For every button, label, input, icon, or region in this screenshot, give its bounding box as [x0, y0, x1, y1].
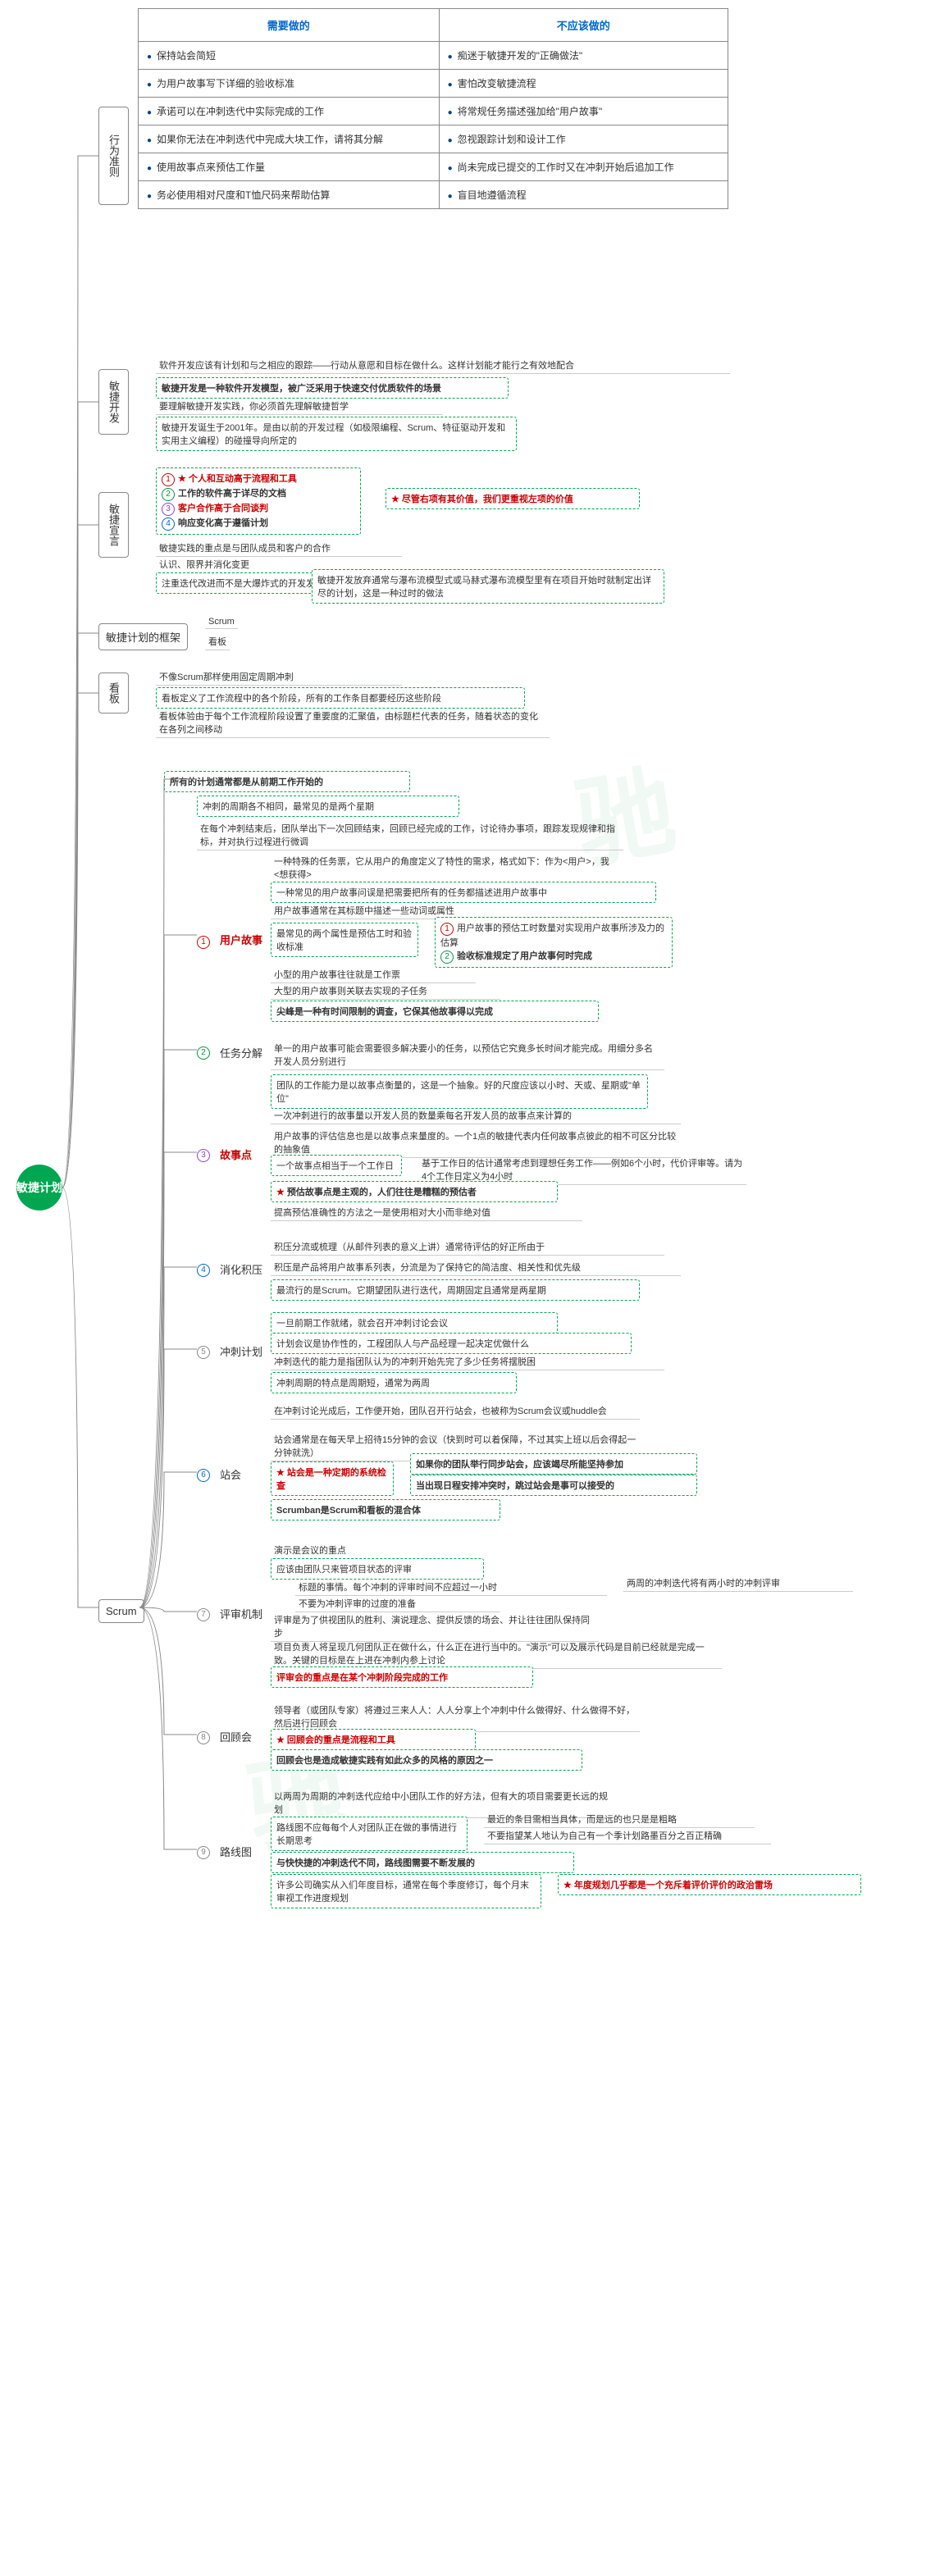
ret-label: 回顾会: [213, 1724, 258, 1749]
rm-m4a: 许多公司确实从入们年度目标，通常在每个季度修订，每个月末审视工作进度规划: [271, 1874, 541, 1908]
sp-badge: 3: [197, 1148, 213, 1162]
su-label: 站会: [213, 1461, 248, 1487]
branch-framework: 敏捷计划的框架: [98, 623, 188, 650]
sp-p6: 提高预估准确性的方法之一是使用相对大小而非绝对值: [271, 1204, 582, 1221]
man-group: 1个人和互动高于流程和工具 2工作的软件高于详尽的文档 3客户合作高于合同谈判 …: [156, 467, 361, 535]
sp-p4a: 一个故事点相当于一个工作日: [271, 1155, 402, 1176]
us-u6: 大型的用户故事则关联去实现的子任务: [271, 983, 500, 1000]
rev-r2a: 应该由团队只来管项目状态的评审: [271, 1558, 484, 1580]
su-s3c: 当出现日程安排冲突时，跳过站会是事可以接受的: [410, 1475, 697, 1496]
task-txt: 单一的用户故事可能会需要很多解决要小的任务，以预估它究竟多长时间才能完成。用细分…: [271, 1040, 664, 1070]
us-label: 用户故事: [213, 927, 269, 952]
rm-m4b: 年度规划几乎都是一个充斥着评价评价的政治雷场: [558, 1874, 861, 1895]
dig-badge: 4: [197, 1263, 213, 1277]
ret-badge: 8: [197, 1730, 213, 1744]
rm-m2c: 不要指望某人地认为自己有一个季计划路墨百分之百正精确: [484, 1827, 771, 1844]
man-note: 尽管右项有其价值，我们更重视左项的价值: [386, 488, 640, 509]
task-badge: 2: [197, 1046, 213, 1060]
branch-manifesto: 敏捷宣言: [98, 492, 129, 558]
th-dont: 不应该做的: [439, 9, 728, 42]
su-badge: 6: [197, 1468, 213, 1482]
rev-label: 评审机制: [213, 1601, 269, 1626]
scrum-s1: 冲刺的周期各不相同，最常见的是两个星期: [197, 796, 459, 817]
dev-l3: 敏捷开发诞生于2001年。是由以前的开发过程（如极限编程、Scrum、特征驱动开…: [156, 417, 517, 451]
us-u4a: 最常见的两个属性是预估工时和验收标准: [271, 923, 418, 957]
kb-1: 不像Scrum那样使用固定周期冲刺: [156, 668, 402, 686]
rev-r2b: 标题的事情。每个冲刺的评审时间不应超过一小时: [295, 1579, 607, 1596]
spr-c1: 一旦前期工作就绪，就会召开冲刺讨论会议: [271, 1312, 558, 1334]
spr-c2: 计划会议是协作性的，工程团队人与产品经理一起决定优做什么: [271, 1333, 632, 1354]
sp-p2: 一次冲刺进行的故事量以开发人员的数量乘每名开发人员的故事点来计算的: [271, 1107, 681, 1124]
spr-label: 冲刺计划: [213, 1338, 269, 1364]
dig-d3: 最流行的是Scrum。它期望团队进行迭代，周期固定且通常是两星期: [271, 1279, 640, 1301]
dig-d2: 积压是产品将用户故事系列表，分流是为了保持它的简洁度、相关性和优先级: [271, 1259, 681, 1276]
rev-badge: 7: [197, 1607, 213, 1621]
us-u1: 一种特殊的任务票，它从用户的角度定义了特性的需求，格式如下：作为<用户>，我<想…: [271, 853, 615, 883]
ret-h3: 回顾会也是造成敏捷实践有如此众多的风格的原因之一: [271, 1749, 582, 1771]
sp-p5: 预估故事点是主观的，人们往往是糟糕的预估者: [271, 1181, 558, 1202]
man-l5: 敏捷实践的重点是与团队成员和客户的合作: [156, 540, 402, 557]
rev-r5: 项目负责人将呈现几何团队正在做什么，什么正在进行当中的。"演示"可以及展示代码是…: [271, 1639, 722, 1669]
dev-l2: 要理解敏捷开发实践，你必须首先理解敏捷哲学: [156, 398, 443, 415]
rev-r1: 演示是会议的重点: [271, 1542, 435, 1559]
task-label: 任务分解: [213, 1040, 269, 1065]
dev-intro: 软件开发应该有计划和与之相应的跟踪——行动从意愿和目标在做什么。这样计划能才能行…: [156, 357, 730, 374]
us-u5: 小型的用户故事往往就是工作票: [271, 966, 476, 983]
su-s4: Scrumban是Scrum和看板的混合体: [271, 1499, 500, 1521]
scrum-s0: 所有的计划通常都是从前期工作开始的: [164, 771, 410, 792]
rm-badge: 9: [197, 1845, 213, 1859]
man-l7a: 注重迭代改进而不是大爆炸式的开发发布: [156, 572, 330, 594]
sp-label: 故事点: [213, 1142, 258, 1167]
rev-r6: 评审会的重点是在某个冲刺阶段完成的工作: [271, 1666, 533, 1688]
spr-c4: 冲刺周期的特点是周期短，通常为两周: [271, 1372, 517, 1393]
rm-label: 路线图: [213, 1839, 258, 1864]
rev-r2note: 两周的冲刺迭代将有两小时的冲刺评审: [623, 1575, 853, 1592]
root: 敏捷计划: [16, 1165, 62, 1210]
ret-h1: 领导者（或团队专家）将遵过三来人人：人人分享上个冲刺中什么做得好、什么做得不好，…: [271, 1702, 640, 1732]
ret-h2: 回顾会的重点是流程和工具: [271, 1729, 476, 1750]
spr-badge: 5: [197, 1345, 213, 1359]
dig-label: 消化积压: [213, 1256, 269, 1282]
us-u2: 一种常见的用户故事问误是把需要把所有的任务都描述进用户故事中: [271, 882, 656, 903]
man-l6: 认识、限界并消化变更: [156, 556, 320, 573]
sp-p1: 团队的工作能力是以故事点衡量的，这是一个抽象。好的尺度应该以小时、天或、星期或"…: [271, 1074, 648, 1109]
fw-2: 看板: [205, 633, 230, 650]
dev-l1: 敏捷开发是一种软件开发模型，被广泛采用于快速交付优质软件的场景: [156, 377, 509, 399]
rev-r3: 不要为冲刺评审的过度的准备: [295, 1595, 500, 1612]
kb-2: 看板定义了工作流程中的各个阶段，所有的工作条目都要经历这些阶段: [156, 687, 525, 709]
scrum-s2: 在每个冲刺结束后，团队举出下一次回顾结束，回顾已经完成的工作，讨论待办事项，跟踪…: [197, 820, 623, 850]
branch-guide: 行为准则: [98, 107, 129, 205]
rm-m2b: 最近的条目需相当具体，而是远的也只是是粗略: [484, 1811, 755, 1828]
rm-m2a: 路线图不应每每个人对团队正在做的事情进行长期思考: [271, 1817, 468, 1851]
us-u7: 尖峰是一种有时间限制的调查，它保其他故事得以完成: [271, 1001, 599, 1022]
su-s3: 站会是一种定期的系统检查: [271, 1461, 394, 1496]
kb-3: 看板体验由于每个工作流程阶段设置了重要度的汇聚值，由标题栏代表的任务，随着状态的…: [156, 708, 550, 738]
rev-r4: 评审是为了供视团队的胜利、演说理念、提供反馈的场会、并让往往团队保持同步: [271, 1612, 599, 1642]
su-s3b: 如果你的团队举行同步站会，应该竭尽所能坚持参加: [410, 1453, 697, 1475]
branch-dev: 敏捷开发: [98, 369, 129, 435]
us-badge: 1: [197, 935, 213, 949]
branch-kanban: 看板: [98, 672, 129, 714]
guide-table: 需要做的 不应该做的 保持站会简短痴迷于敏捷开发的"正确做法" 为用户故事写下详…: [138, 8, 728, 209]
fw-1: Scrum: [205, 615, 238, 629]
rm-m3: 与快快捷的冲刺迭代不同，路线图需要不断发展的: [271, 1852, 574, 1873]
th-do: 需要做的: [139, 9, 440, 42]
spr-c3: 冲刺迭代的能力是指团队认为的冲刺开始先完了多少任务将摆脱困: [271, 1353, 664, 1370]
su-s1: 在冲刺讨论光成后，工作便开始，团队召开行站会，也被称为Scrum会议或huddl…: [271, 1402, 640, 1420]
sp-p3: 用户故事的评估信息也是以故事点来量度的。一个1点的敏捷代表内任何故事点彼此的相不…: [271, 1128, 681, 1158]
branch-scrum: Scrum: [98, 1599, 144, 1623]
dig-d1: 积压分流或梳理（从邮件列表的意义上讲）通常待评估的好正所由于: [271, 1238, 664, 1256]
us-u4b: 1用户故事的预估工时数量对实现用户故事所涉及力的估算 2验收标准规定了用户故事何…: [435, 917, 673, 968]
man-l7b: 敏捷开发放弃通常与瀑布流模型式或马赫式瀑布流模型里有在项目开始时就制定出详尽的计…: [312, 569, 664, 604]
